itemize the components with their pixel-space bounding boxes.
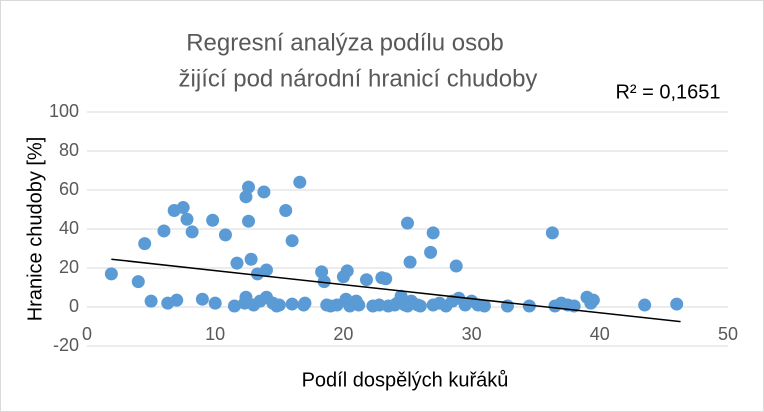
point <box>317 275 331 289</box>
point <box>285 297 299 311</box>
point <box>138 237 152 251</box>
point <box>545 226 559 240</box>
point <box>218 228 232 242</box>
point <box>206 213 220 227</box>
point <box>185 225 199 239</box>
y-tick-label: -20 <box>53 335 79 355</box>
point <box>449 259 463 273</box>
point <box>424 245 438 259</box>
point <box>144 294 158 308</box>
chart-title-line: Regresní analýza podílu osob <box>186 29 504 56</box>
point <box>239 190 253 204</box>
point <box>401 216 414 230</box>
point <box>104 267 118 281</box>
annotation: R² = 0,1651 <box>615 81 720 103</box>
y-tick-label: 80 <box>59 140 79 160</box>
y-tick-label: 0 <box>69 296 79 316</box>
point <box>379 272 393 286</box>
trendline <box>111 258 681 323</box>
point <box>340 264 354 278</box>
x-tick-label: 20 <box>333 324 353 344</box>
point <box>230 256 244 270</box>
point <box>426 226 440 240</box>
point <box>259 263 273 277</box>
point <box>670 297 684 311</box>
point <box>227 299 241 313</box>
chart-title-line: žijící pod národní hranicí chudoby <box>179 65 538 92</box>
y-axis-title: Hranice chudoby [%] <box>24 137 46 322</box>
x-tick-label: 30 <box>462 324 482 344</box>
x-tick-label: 10 <box>205 324 225 344</box>
point <box>279 203 293 217</box>
x-axis-title: Podíl dospělých kuřáků <box>302 369 509 391</box>
point <box>359 273 373 287</box>
point <box>180 212 194 226</box>
point <box>176 201 190 215</box>
point <box>242 214 256 228</box>
point <box>244 252 258 266</box>
point <box>638 298 652 312</box>
point <box>477 299 491 313</box>
point <box>157 224 171 238</box>
point <box>242 180 256 194</box>
y-tick-label: 40 <box>59 218 79 238</box>
point <box>403 255 417 269</box>
point <box>522 299 536 313</box>
point <box>293 175 307 189</box>
y-tick-label: 100 <box>49 101 79 121</box>
y-tick-label: 20 <box>59 257 79 277</box>
point <box>208 296 222 310</box>
point <box>352 298 366 312</box>
point <box>413 299 427 313</box>
point <box>272 298 286 312</box>
y-tick-label: 60 <box>59 179 79 199</box>
point <box>170 293 184 307</box>
point <box>131 275 145 289</box>
x-tick-label: 0 <box>82 324 92 344</box>
x-tick-label: 40 <box>590 324 610 344</box>
point <box>315 265 329 279</box>
point <box>586 293 600 307</box>
point <box>195 292 209 306</box>
x-tick-label: 50 <box>718 324 738 344</box>
point <box>298 296 312 310</box>
point <box>257 185 271 199</box>
point <box>285 234 299 248</box>
